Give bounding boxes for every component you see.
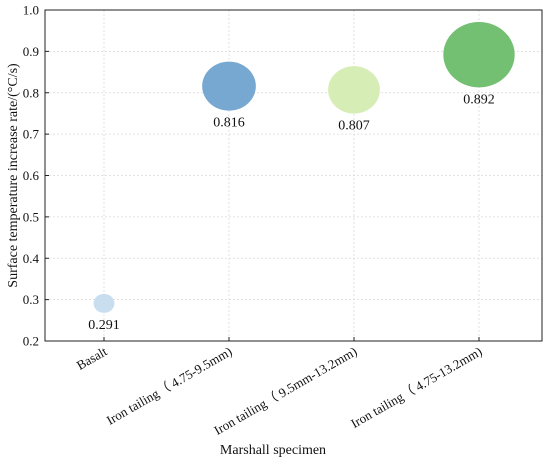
data-bubble <box>93 293 115 313</box>
data-series: 0.291 0.816 0.807 0.892 <box>88 22 515 333</box>
y-tick-label: 0.6 <box>23 168 40 183</box>
grid-lines <box>45 9 542 342</box>
data-bubble <box>443 22 515 88</box>
y-tick-label: 0.4 <box>23 251 40 266</box>
x-tick-label: Iron tailing（ 4.75-13.2mm) <box>348 344 484 431</box>
y-tick-label: 1.0 <box>23 3 39 18</box>
y-tick-label: 0.7 <box>23 127 40 142</box>
y-tick-label: 0.3 <box>23 292 39 307</box>
data-label: 0.816 <box>213 116 245 131</box>
y-tick-label: 0.9 <box>23 44 39 59</box>
x-tick-label: Basalt <box>74 343 110 372</box>
x-axis-title: Marshall specimen <box>220 443 326 458</box>
y-axis-title: Surface temperature increase rate/(°C/s) <box>6 63 21 288</box>
data-label: 0.291 <box>88 318 120 333</box>
y-axis: 0.2 0.3 0.4 0.5 0.6 0.7 0.8 0.9 1.0 <box>23 3 49 349</box>
data-bubble <box>202 61 256 111</box>
y-tick-label: 0.8 <box>23 85 39 100</box>
data-label: 0.807 <box>338 119 370 134</box>
data-label: 0.892 <box>463 92 495 107</box>
data-bubble <box>328 66 380 114</box>
x-tick-label: Iron tailing（ 4.75-9.5mm) <box>104 344 235 428</box>
y-tick-label: 0.5 <box>23 209 39 224</box>
y-tick-label: 0.2 <box>23 334 39 349</box>
x-tick-label: Iron tailing（ 9.5mm-13.2mm) <box>211 344 359 438</box>
